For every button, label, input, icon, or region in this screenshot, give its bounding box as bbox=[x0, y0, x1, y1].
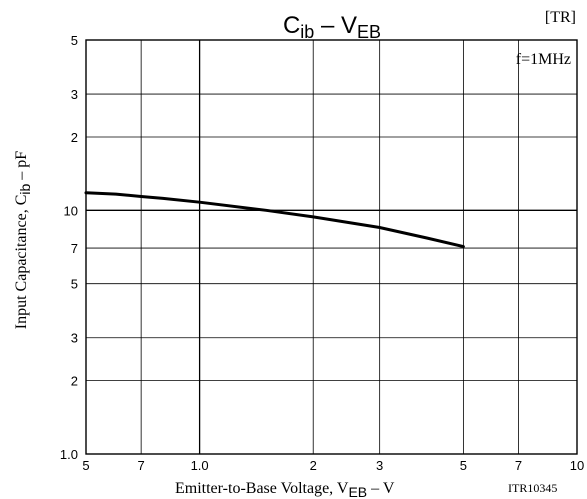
y-tick-labels: 1.0 2 3 5 7 10 2 3 5 bbox=[60, 33, 78, 462]
y-tick-label: 1.0 bbox=[60, 447, 78, 462]
x-tick-label: 7 bbox=[138, 458, 145, 473]
y-tick-label: 10 bbox=[64, 203, 78, 218]
series-line-cib bbox=[84, 191, 465, 249]
y-axis-label: Input Capacitance, Cib – pF bbox=[13, 151, 33, 330]
figure-code: ITR10345 bbox=[508, 481, 557, 495]
y-tick-label: 3 bbox=[71, 87, 78, 102]
y-tick-label: 2 bbox=[71, 374, 78, 389]
y-tick-label: 2 bbox=[71, 130, 78, 145]
x-tick-label: 7 bbox=[515, 458, 522, 473]
condition-label: f=1MHz bbox=[516, 51, 571, 68]
x-tick-label: 3 bbox=[376, 458, 383, 473]
chart-tag: [TR] bbox=[545, 9, 576, 26]
y-tick-label: 5 bbox=[71, 277, 78, 292]
x-tick-label: 10 bbox=[570, 458, 584, 473]
x-tick-label: 5 bbox=[460, 458, 467, 473]
grid-lines bbox=[86, 40, 577, 454]
y-tick-label: 7 bbox=[71, 241, 78, 256]
x-axis-label: Emitter-to-Base Voltage, VEB – V bbox=[175, 480, 395, 499]
plot-frame bbox=[85, 39, 578, 455]
x-tick-labels: 5 7 1.0 2 3 5 7 10 bbox=[82, 458, 584, 473]
x-tick-label: 5 bbox=[82, 458, 89, 473]
y-tick-label: 3 bbox=[71, 331, 78, 346]
x-tick-label: 1.0 bbox=[191, 458, 209, 473]
x-tick-label: 2 bbox=[310, 458, 317, 473]
chart-title: Cib – VEB bbox=[283, 12, 381, 42]
y-tick-label: 5 bbox=[71, 33, 78, 48]
